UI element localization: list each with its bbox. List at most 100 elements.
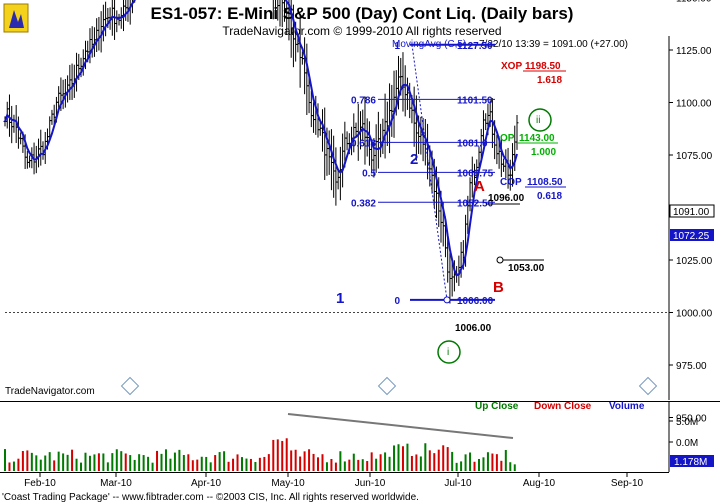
fib-anchor-circle <box>443 296 451 304</box>
volume-bar <box>8 462 11 471</box>
volume-bar <box>379 454 382 471</box>
volume-bar <box>129 455 132 471</box>
ohlc-bar <box>282 0 285 22</box>
volume-bar <box>71 449 74 471</box>
legend-up-close: Up Close <box>475 401 519 412</box>
volume-bar <box>111 453 114 471</box>
help-icons[interactable] <box>120 376 658 396</box>
volume-bar <box>173 452 176 471</box>
ohlc-bar <box>383 93 387 159</box>
volume-bar <box>214 455 217 471</box>
fib-level: 0.5 1066.75 <box>362 168 495 179</box>
ohlc-bar <box>39 129 43 166</box>
fib-value-label: 1081.0 <box>457 138 488 149</box>
fib-ratio-label: 0.786 <box>351 95 376 106</box>
volume-bar <box>308 449 311 471</box>
volume-bar <box>4 449 6 471</box>
volume-bar <box>245 458 248 471</box>
volume-bar <box>30 452 33 471</box>
volume-bar <box>138 454 141 471</box>
volume-bar <box>428 450 431 471</box>
trade-navigator-logo-icon <box>3 3 29 33</box>
volume-bar <box>393 445 396 471</box>
help-diamond-icon[interactable] <box>120 376 140 396</box>
xop-ratio: 1.618 <box>537 75 562 86</box>
volume-bar <box>486 452 489 471</box>
ohlc-bar <box>336 170 340 190</box>
help-diamond-icon[interactable] <box>377 376 397 396</box>
ohlc-bar <box>401 52 405 112</box>
ohlc-bar <box>12 114 16 133</box>
last-price-label: 1091.00 <box>673 207 710 218</box>
volume-bar <box>460 461 463 471</box>
ohlc-bar <box>334 147 338 206</box>
volume-bar <box>62 453 65 471</box>
volume-bar <box>276 439 279 471</box>
ohlc-bar <box>278 0 281 27</box>
volume-bar <box>321 454 324 471</box>
volume-bar <box>500 460 503 471</box>
ohlc-bar <box>504 149 508 179</box>
volume-bar <box>294 449 297 471</box>
ohlc-bar <box>275 0 277 16</box>
op-ratio: 1.000 <box>531 147 556 158</box>
volume-bar <box>102 453 105 471</box>
ohlc-bar <box>484 113 488 131</box>
ohlc-bar <box>272 0 274 20</box>
volume-bar <box>240 457 243 471</box>
volume-bar <box>491 453 494 471</box>
ohlc-bar <box>115 10 119 33</box>
ohlc-bar <box>341 133 345 188</box>
ohlc-bar <box>97 16 101 51</box>
volume-bar <box>142 455 145 471</box>
volume-bar <box>147 456 150 471</box>
volume-bar <box>151 462 154 471</box>
volume-bar <box>473 461 476 471</box>
price-tick-label: 1025.00 <box>676 256 713 267</box>
volume-bar <box>258 457 261 471</box>
price-tick-label: 1100.00 <box>676 99 712 110</box>
volume-bar <box>160 453 163 471</box>
ohlc-bar <box>303 37 307 95</box>
ohlc-bar <box>95 18 99 53</box>
ohlc-bar <box>345 131 349 151</box>
chart-copyright: TradeNavigator.com © 1999-2010 All right… <box>222 24 501 38</box>
volume-bar <box>410 455 413 471</box>
volume-bar <box>80 462 83 471</box>
ohlc-bar <box>131 0 133 14</box>
price-tick-label: 950.00 <box>676 414 707 425</box>
ohlc-bar <box>124 0 128 21</box>
ohlc-bar <box>327 130 331 175</box>
volume-bar <box>397 444 400 471</box>
volume-bar <box>263 456 266 471</box>
volume-bar <box>299 456 302 471</box>
volume-bar <box>66 454 69 471</box>
op-label: OP <box>500 133 515 144</box>
last-volume-box <box>670 455 714 467</box>
wave-2-label: 2 <box>410 151 418 168</box>
volume-bar <box>39 459 42 471</box>
cop-value: 1108.50 <box>527 177 563 188</box>
ohlc-bar <box>68 64 72 101</box>
fib-value-label: 1006.00 <box>457 296 494 307</box>
volume-bar <box>218 452 221 471</box>
volume-bar <box>437 449 440 471</box>
fib-ratio-label: 0.382 <box>351 198 376 209</box>
volume-bar <box>375 458 378 471</box>
volume-bar <box>26 450 29 471</box>
last-ma-label: 1072.25 <box>673 231 710 242</box>
help-diamond-icon[interactable] <box>638 376 658 396</box>
ohlc-bar <box>28 155 32 168</box>
fib-level: 1 1127.50 <box>394 41 495 52</box>
ohlc-bar <box>385 101 389 146</box>
ohlc-bar <box>10 105 14 144</box>
volume-bar <box>223 451 226 471</box>
xop-value: 1198.50 <box>525 61 561 72</box>
ohlc-bar <box>25 150 29 169</box>
fib-value-label: 1052.50 <box>457 198 494 209</box>
volume-bar <box>469 452 472 471</box>
volume-bar <box>236 454 239 471</box>
volume-bar <box>339 451 342 471</box>
volume-bar <box>21 451 24 471</box>
